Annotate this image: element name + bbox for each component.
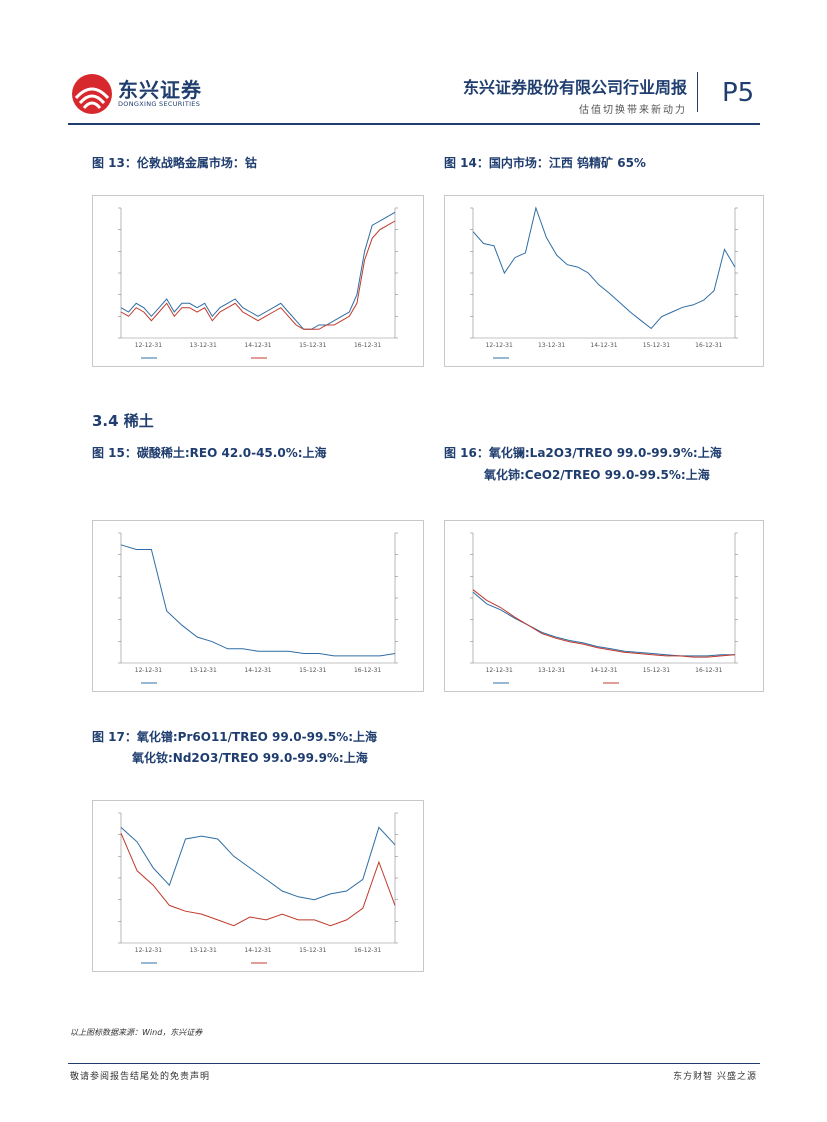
fig17-xtick-label: 15-12-31	[299, 947, 326, 954]
report-title: 东兴证券股份有限公司行业周报	[462, 78, 687, 97]
fig13-chart: 12-12-31 13-12-31 14-12-31 15-12-31 16-12-31	[92, 195, 424, 367]
footer-disclaimer: 敬请参阅报告结尾处的免责声明	[70, 1072, 211, 1082]
fig16-caption-line1: 图 16：氧化镧:La2O3/TREO 99.0-99.9%:上海	[444, 446, 722, 460]
fig14-xtick-label: 14-12-31	[590, 342, 617, 349]
fig15-xtick-label: 14-12-31	[244, 667, 271, 674]
fig17-xtick-label: 12-12-31	[135, 947, 162, 954]
fig17-xtick-label: 14-12-31	[244, 947, 271, 954]
fig17-chart: 12-12-31 13-12-31 14-12-31 15-12-31 16-12-31	[92, 800, 424, 972]
fig16-caption-line2: 氧化铈:CeO2/TREO 99.0-99.5%:上海	[484, 468, 710, 482]
fig13-xtick-label: 16-12-31	[354, 342, 381, 349]
fig16-plot: 12-12-31 13-12-31 14-12-31 15-12-31 16-12-31	[470, 532, 738, 684]
header-divider	[697, 72, 698, 112]
fig13-series-1-line	[120, 220, 396, 330]
fig16-xtick-label: 13-12-31	[538, 667, 565, 674]
footer-slogan: 东方财智 兴盛之源	[673, 1072, 757, 1082]
fig16-xtick-label: 15-12-31	[643, 667, 670, 674]
footer-rule	[68, 1063, 760, 1064]
section-heading: 3.4 稀土	[92, 412, 154, 430]
header-rule	[68, 123, 760, 125]
fig17-xtick-label: 13-12-31	[190, 947, 217, 954]
fig17-series-1-line	[120, 833, 396, 927]
fig15-caption: 图 15：碳酸稀土:REO 42.0-45.0%:上海	[92, 446, 327, 460]
fig15-xtick-label: 12-12-31	[135, 667, 162, 674]
fig14-chart: 12-12-31 13-12-31 14-12-31 15-12-31 16-12-31	[444, 195, 764, 367]
fig13-caption: 图 13：伦敦战略金属市场：钴	[92, 156, 257, 170]
fig15-series-0-line	[120, 544, 396, 657]
fig13-series-0-line	[120, 211, 396, 330]
fig15-xtick-label: 15-12-31	[299, 667, 326, 674]
company-logo-icon	[72, 74, 112, 114]
fig17-caption-line1: 图 17：氧化镨:Pr6O11/TREO 99.0-99.5%:上海	[92, 730, 378, 744]
fig15-chart: 12-12-31 13-12-31 14-12-31 15-12-31 16-12-31	[92, 520, 424, 692]
fig14-plot: 12-12-31 13-12-31 14-12-31 15-12-31 16-12-31	[470, 206, 738, 359]
fig13-xtick-label: 13-12-31	[190, 342, 217, 349]
fig13-xtick-label: 12-12-31	[135, 342, 162, 349]
fig14-xtick-label: 13-12-31	[538, 342, 565, 349]
page-number: P5	[722, 78, 755, 108]
fig14-series-0-line	[472, 206, 736, 330]
fig15-xtick-label: 16-12-31	[354, 667, 381, 674]
fig17-plot: 12-12-31 13-12-31 14-12-31 15-12-31 16-12-31	[118, 812, 398, 964]
fig16-chart: 12-12-31 13-12-31 14-12-31 15-12-31 16-12-31	[444, 520, 764, 692]
data-source-note: 以上图标数据来源：Wind，东兴证券	[70, 1028, 203, 1037]
fig14-xtick-label: 15-12-31	[643, 342, 670, 349]
fig16-xtick-label: 14-12-31	[590, 667, 617, 674]
fig16-xtick-label: 16-12-31	[695, 667, 722, 674]
brand-name-cn: 东兴证券	[118, 78, 202, 102]
fig16-series-0-line	[472, 591, 735, 657]
fig14-xtick-label: 16-12-31	[695, 342, 722, 349]
fig13-xtick-label: 15-12-31	[299, 342, 326, 349]
fig13-plot: 12-12-31 13-12-31 14-12-31 15-12-31 16-12-31	[118, 207, 398, 359]
brand-name-en: DONGXING SECURITIES	[118, 100, 201, 108]
fig17-xtick-label: 16-12-31	[354, 947, 381, 954]
fig16-series-1-line	[472, 589, 736, 658]
report-subtitle: 估值切换带来新动力	[579, 105, 687, 116]
fig13-xtick-label: 14-12-31	[244, 342, 271, 349]
fig17-caption-line2: 氧化钕:Nd2O3/TREO 99.0-99.9%:上海	[132, 751, 368, 765]
fig14-caption: 图 14：国内市场：江西 钨精矿 65%	[444, 156, 646, 170]
fig14-xtick-label: 12-12-31	[486, 342, 513, 349]
fig17-series-0-line	[120, 826, 396, 901]
fig15-plot: 12-12-31 13-12-31 14-12-31 15-12-31 16-12-31	[118, 532, 398, 684]
fig15-xtick-label: 13-12-31	[190, 667, 217, 674]
fig16-xtick-label: 12-12-31	[486, 667, 513, 674]
